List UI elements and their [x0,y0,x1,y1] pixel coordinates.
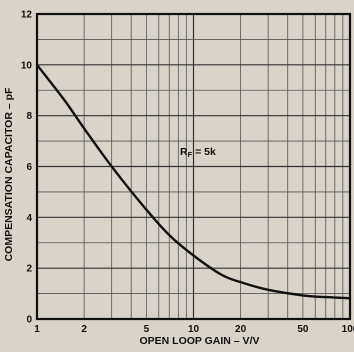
y-axis-title: COMPENSATION CAPACITOR – pF [3,87,15,261]
x-axis-title: OPEN LOOP GAIN – V/V [139,335,259,347]
y-tick-label: 6 [26,162,32,173]
annotation-main: R [180,146,188,158]
x-tick-label: 5 [144,324,150,335]
y-tick-labels: 0 2 4 6 8 10 12 [21,10,33,326]
x-tick-label: 100 [342,324,354,335]
grid [37,14,350,319]
x-tick-label: 2 [81,324,87,335]
y-tick-label: 10 [21,60,33,71]
y-tick-label: 0 [26,315,32,326]
y-tick-label: 4 [26,213,32,224]
x-tick-label: 1 [34,324,40,335]
rf-annotation: RF = 5k [180,146,216,159]
x-tick-label: 20 [235,324,247,335]
x-tick-labels: 1 2 5 10 20 50 100 [34,324,354,335]
series-line [35,63,352,300]
annotation-sub: F [188,150,193,159]
plot-frame [35,12,352,321]
x-tick-label: 10 [188,324,200,335]
y-tick-label: 8 [26,111,32,122]
annotation-rest: = 5k [192,146,216,158]
curve-layer [35,63,352,300]
y-tick-label: 2 [26,264,32,275]
y-tick-label: 12 [21,10,33,21]
x-tick-label: 50 [297,324,309,335]
